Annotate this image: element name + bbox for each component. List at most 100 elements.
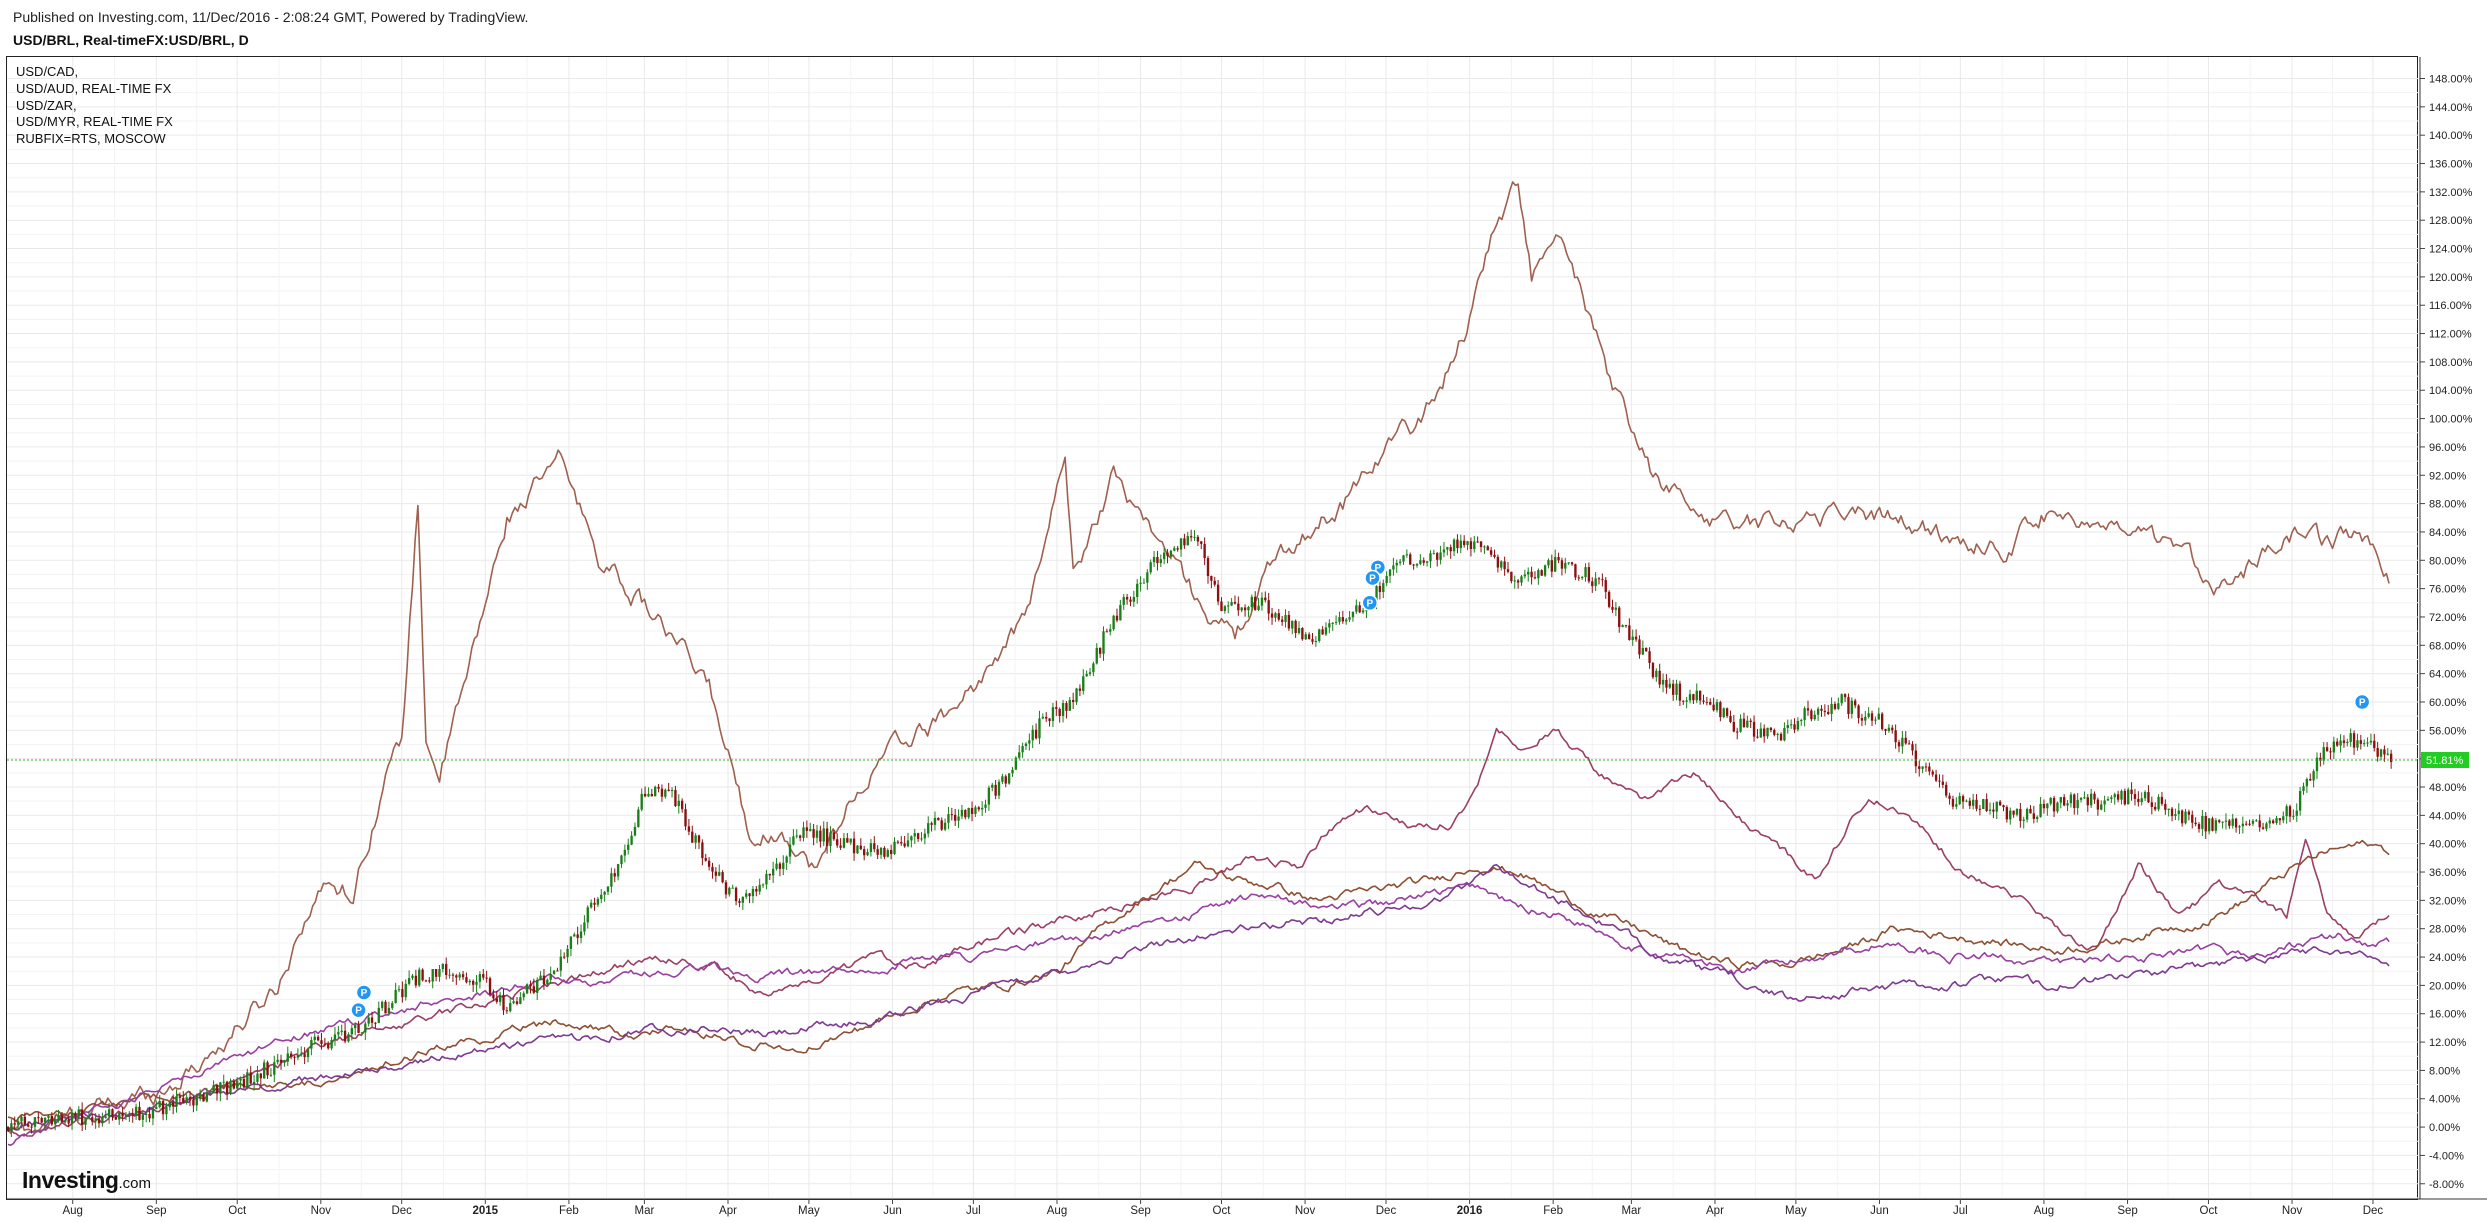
- candle-body: [1766, 727, 1769, 737]
- candle-body: [1945, 784, 1948, 796]
- candle-body: [893, 841, 896, 854]
- candle-body: [2315, 757, 2319, 772]
- candle-body: [1496, 556, 1500, 568]
- candle-body: [1948, 795, 1951, 799]
- candle-body: [1348, 617, 1351, 620]
- candle-body: [2197, 824, 2201, 829]
- candle-body: [765, 873, 768, 885]
- candle-body: [916, 833, 920, 839]
- candle-body: [748, 893, 751, 897]
- candle-body: [1601, 579, 1604, 581]
- candle-body: [994, 784, 997, 796]
- candle-body: [2312, 771, 2315, 781]
- candle-body: [1004, 776, 1007, 784]
- event-marker-icon[interactable]: P: [1361, 594, 1379, 612]
- candle-body: [889, 850, 893, 854]
- candle-body: [502, 994, 505, 1011]
- candle-body: [2201, 815, 2204, 829]
- candle-body: [188, 1097, 192, 1100]
- candle-body: [148, 1114, 151, 1119]
- x-tick-label: Feb: [1543, 1205, 1563, 1217]
- candle-body: [80, 1109, 84, 1125]
- candle-body: [279, 1059, 283, 1063]
- candle-body: [1540, 570, 1543, 576]
- candle-body: [1631, 636, 1634, 640]
- candle-body: [2174, 814, 2177, 817]
- candle-body: [714, 871, 718, 876]
- candle-body: [2042, 803, 2046, 809]
- candle-body: [441, 963, 445, 970]
- candle-body: [13, 1123, 16, 1125]
- legend-entry-usdzar[interactable]: USD/ZAR,: [16, 97, 77, 113]
- legend-entry-usdaud[interactable]: USD/AUD, REAL-TIME FX: [16, 80, 172, 96]
- candle-body: [1109, 629, 1112, 632]
- candle-body: [825, 828, 829, 847]
- candle-body: [2130, 789, 2133, 795]
- candle-body: [134, 1106, 138, 1117]
- candle-body: [313, 1036, 316, 1041]
- x-tick-label: May: [1785, 1205, 1807, 1217]
- event-marker-icon[interactable]: P: [355, 984, 373, 1001]
- candle-body: [1789, 724, 1793, 726]
- candle-body: [603, 891, 606, 895]
- candle-body: [205, 1093, 209, 1102]
- candle-body: [910, 836, 913, 841]
- candle-body: [1210, 576, 1213, 581]
- candle-body: [394, 989, 397, 1004]
- candle-body: [940, 820, 943, 830]
- candle-body: [2164, 803, 2167, 810]
- candle-body: [434, 969, 438, 977]
- candle-body: [1287, 614, 1291, 629]
- candle-body: [1516, 580, 1520, 583]
- candle-body: [2339, 740, 2342, 746]
- x-tick-label: Jun: [1870, 1205, 1889, 1217]
- candle-body: [856, 845, 859, 854]
- candle-body: [1071, 699, 1075, 703]
- candle-layer: [6, 529, 2393, 1138]
- candle-body: [849, 838, 852, 843]
- y-tick-label: 40.00%: [2429, 839, 2467, 851]
- candle-body: [2241, 823, 2245, 827]
- candle-body: [289, 1053, 293, 1057]
- candle-body: [414, 975, 418, 986]
- x-tick-label: Aug: [62, 1205, 82, 1217]
- candle-body: [155, 1107, 158, 1110]
- candle-body: [546, 979, 549, 985]
- candle-body: [1648, 651, 1651, 663]
- y-tick-label: 132.00%: [2429, 187, 2473, 199]
- candle-body: [1257, 605, 1260, 610]
- candle-body: [1773, 730, 1776, 735]
- candle-body: [1847, 697, 1850, 714]
- candle-body: [1041, 716, 1045, 719]
- candle-body: [1358, 605, 1361, 613]
- candle-body: [387, 1007, 391, 1014]
- candle-body: [209, 1092, 212, 1094]
- candle-body: [1671, 683, 1675, 695]
- candle-body: [323, 1044, 327, 1046]
- legend-entry-rubfix[interactable]: RUBFIX=RTS, MOSCOW: [16, 131, 166, 147]
- candle-body: [873, 843, 876, 850]
- candle-body: [131, 1114, 134, 1117]
- candle-body: [202, 1093, 205, 1102]
- y-tick-label: 8.00%: [2429, 1065, 2460, 1077]
- candle-body: [2332, 741, 2336, 753]
- legend-entry-usdmyr[interactable]: USD/MYR, REAL-TIME FX: [16, 114, 173, 130]
- event-marker-icon[interactable]: P: [1364, 569, 1381, 587]
- candle-body: [1405, 554, 1409, 556]
- candle-body: [640, 793, 643, 810]
- candle-body: [660, 788, 664, 797]
- candle-body: [1442, 549, 1446, 553]
- candle-body: [1506, 569, 1510, 572]
- candle-body: [421, 969, 424, 981]
- candle-body: [2386, 753, 2389, 755]
- event-marker-icon[interactable]: P: [350, 1001, 367, 1019]
- event-marker-icon[interactable]: P: [2353, 693, 2371, 711]
- candle-body: [1331, 622, 1334, 624]
- candle-body: [1038, 718, 1041, 739]
- legend-entry-usdcad[interactable]: USD/CAD,: [16, 64, 79, 79]
- x-tick-label: Jul: [966, 1205, 981, 1217]
- candle-body: [1921, 766, 1924, 769]
- candle-body: [10, 1123, 13, 1131]
- candle-body: [846, 838, 849, 843]
